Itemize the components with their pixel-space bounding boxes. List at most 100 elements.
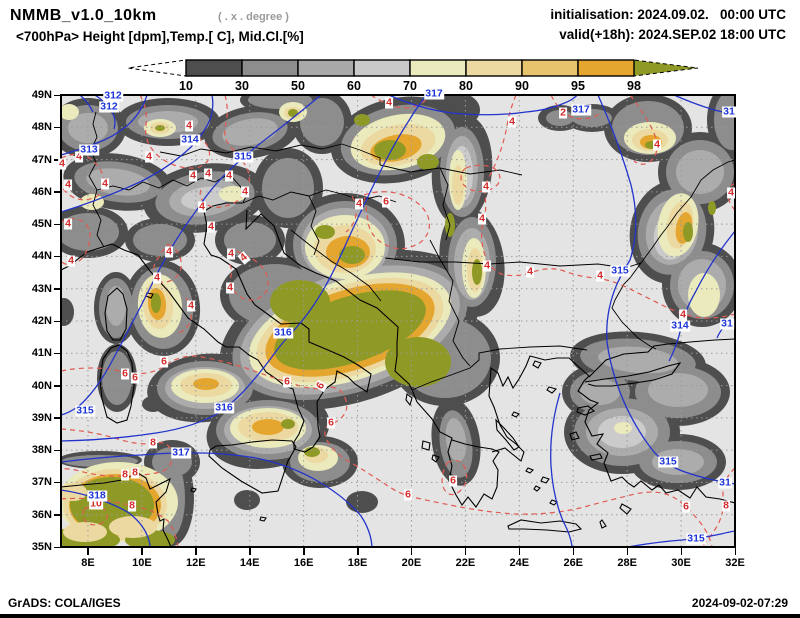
- country-borders: [88, 111, 735, 391]
- lat-label: 36N: [31, 508, 52, 521]
- temp-contour-label: 8: [131, 466, 139, 479]
- temp-contour-label: 4: [64, 217, 72, 230]
- temp-contour-label: 4: [526, 265, 534, 278]
- lon-tick: [141, 548, 143, 555]
- coast-africa: [61, 472, 172, 547]
- lon-tick: [357, 548, 359, 555]
- height-contour-label: 315: [233, 150, 253, 163]
- temp-contour-label: 4: [189, 169, 197, 182]
- temp-contour-label: 8: [128, 499, 136, 512]
- colorbar-tick-label: 10: [179, 79, 193, 93]
- temp-contour-label: 4: [225, 169, 233, 182]
- lon-label: 8E: [81, 557, 95, 569]
- cloud-shading-layer: [61, 95, 735, 547]
- lat-label: 46N: [31, 185, 52, 198]
- temp-contour-label: 4: [207, 220, 215, 233]
- temp-contour-label: 4: [355, 197, 363, 210]
- temp-contour-label: 4: [482, 180, 490, 193]
- lon-tick: [626, 548, 629, 555]
- temp-contour-label: 6: [449, 474, 457, 487]
- height-contour-label: 317: [571, 103, 591, 116]
- valid-time: valid(+18h): 2024.SEP.02 18:00 UTC: [559, 27, 786, 42]
- colorbar-tick-label: 90: [515, 79, 529, 93]
- model-title: NMMB_v1.0_10km: [10, 7, 157, 24]
- temp-contour-label: 6: [382, 195, 390, 208]
- lon-label: 18E: [347, 557, 368, 569]
- initialisation-time: initialisation: 2024.09.02. 00:00 UTC: [550, 7, 786, 22]
- lat-tick: [54, 514, 61, 516]
- temp-contour-label: 4: [165, 245, 173, 258]
- temp-contour-label: 4: [58, 157, 66, 170]
- temp-contour-label: 4: [478, 212, 486, 225]
- temp-contour-label: 4: [227, 247, 235, 260]
- colorbar-tick-label: 98: [627, 79, 641, 93]
- temp-contour-label: 4: [508, 115, 516, 128]
- coast-blacksea: [588, 338, 735, 378]
- height-contour-label: 315: [658, 455, 678, 468]
- resolution-note: ( . x . degree ): [218, 11, 289, 23]
- coast-sardinia: [99, 344, 135, 424]
- lat-tick: [54, 159, 61, 161]
- temp-contour-label: 8: [149, 436, 157, 449]
- coast-sicily: [208, 439, 297, 494]
- lat-label: 37N: [31, 476, 52, 489]
- lat-label: 49N: [31, 89, 52, 101]
- height-contour-label: 318: [87, 489, 107, 502]
- temp-contour-label: 4: [101, 177, 109, 190]
- coast-italy: [61, 202, 372, 453]
- lon-tick: [87, 548, 89, 555]
- lat-tick: [54, 481, 61, 484]
- height-contour-label: 31: [718, 476, 732, 489]
- coast-balkan-greece: [245, 209, 500, 508]
- lat-label: 40N: [31, 379, 52, 392]
- lon-tick: [518, 548, 521, 555]
- lon-tick: [734, 548, 736, 555]
- height-contour-label: 315: [686, 532, 706, 545]
- colorbar-tick-label: 70: [403, 79, 417, 93]
- lon-label: 16E: [293, 557, 314, 569]
- temp-contour-label: 10: [89, 497, 103, 510]
- temp-contour-label: 4: [198, 200, 206, 213]
- temp-contour-label: 6: [404, 488, 412, 501]
- lon-label: 20E: [401, 557, 422, 569]
- temp-contour-label: 4: [385, 96, 393, 109]
- lat-tick: [54, 288, 61, 290]
- temp-contour-label: 4: [727, 186, 735, 199]
- temp-contour-label: 4: [241, 185, 249, 198]
- lon-tick: [464, 548, 467, 555]
- height-contour-label: 312: [99, 100, 119, 113]
- colorbar: [127, 59, 699, 77]
- lat-label: 41N: [31, 347, 52, 360]
- temp-contour-label: 4: [679, 308, 687, 321]
- lat-label: 47N: [31, 153, 52, 166]
- temp-contour-label: 4: [64, 178, 72, 191]
- colorbar-labels-layer: 10 30 50 60 70 80 90 95 98: [0, 0, 800, 100]
- temp-contour-label: 6: [313, 379, 328, 393]
- temp-contour-label: 6: [160, 355, 168, 368]
- grads-credit: GrADS: COLA/IGES: [8, 596, 121, 610]
- temp-contour-label: 4: [67, 254, 75, 267]
- temp-contour-label: 4: [226, 281, 234, 294]
- height-contour-label: 317: [424, 87, 444, 100]
- height-contour-label: 312: [103, 89, 123, 102]
- temperature-contours: [61, 95, 735, 547]
- temp-contour-label: 6: [327, 416, 335, 429]
- colorbar-tick-label: 95: [571, 79, 585, 93]
- lon-label: 10E: [132, 557, 152, 569]
- lat-tick: [54, 352, 61, 355]
- lon-label: 22E: [455, 557, 476, 569]
- temp-contour-label: 8: [121, 468, 129, 481]
- colorbar-tick-label: 80: [459, 79, 473, 93]
- lon-label: 28E: [617, 557, 637, 569]
- lat-label: 48N: [31, 121, 52, 134]
- height-contour-label: 315: [610, 264, 630, 277]
- temp-contour-label: 6: [283, 375, 291, 388]
- colorbar-tick-label: 60: [347, 79, 361, 93]
- temp-contour-label: 4: [653, 138, 661, 151]
- lat-tick: [54, 223, 61, 226]
- lat-label: 39N: [31, 411, 52, 424]
- height-contour-label: 316: [214, 401, 234, 414]
- lon-tick: [680, 548, 683, 555]
